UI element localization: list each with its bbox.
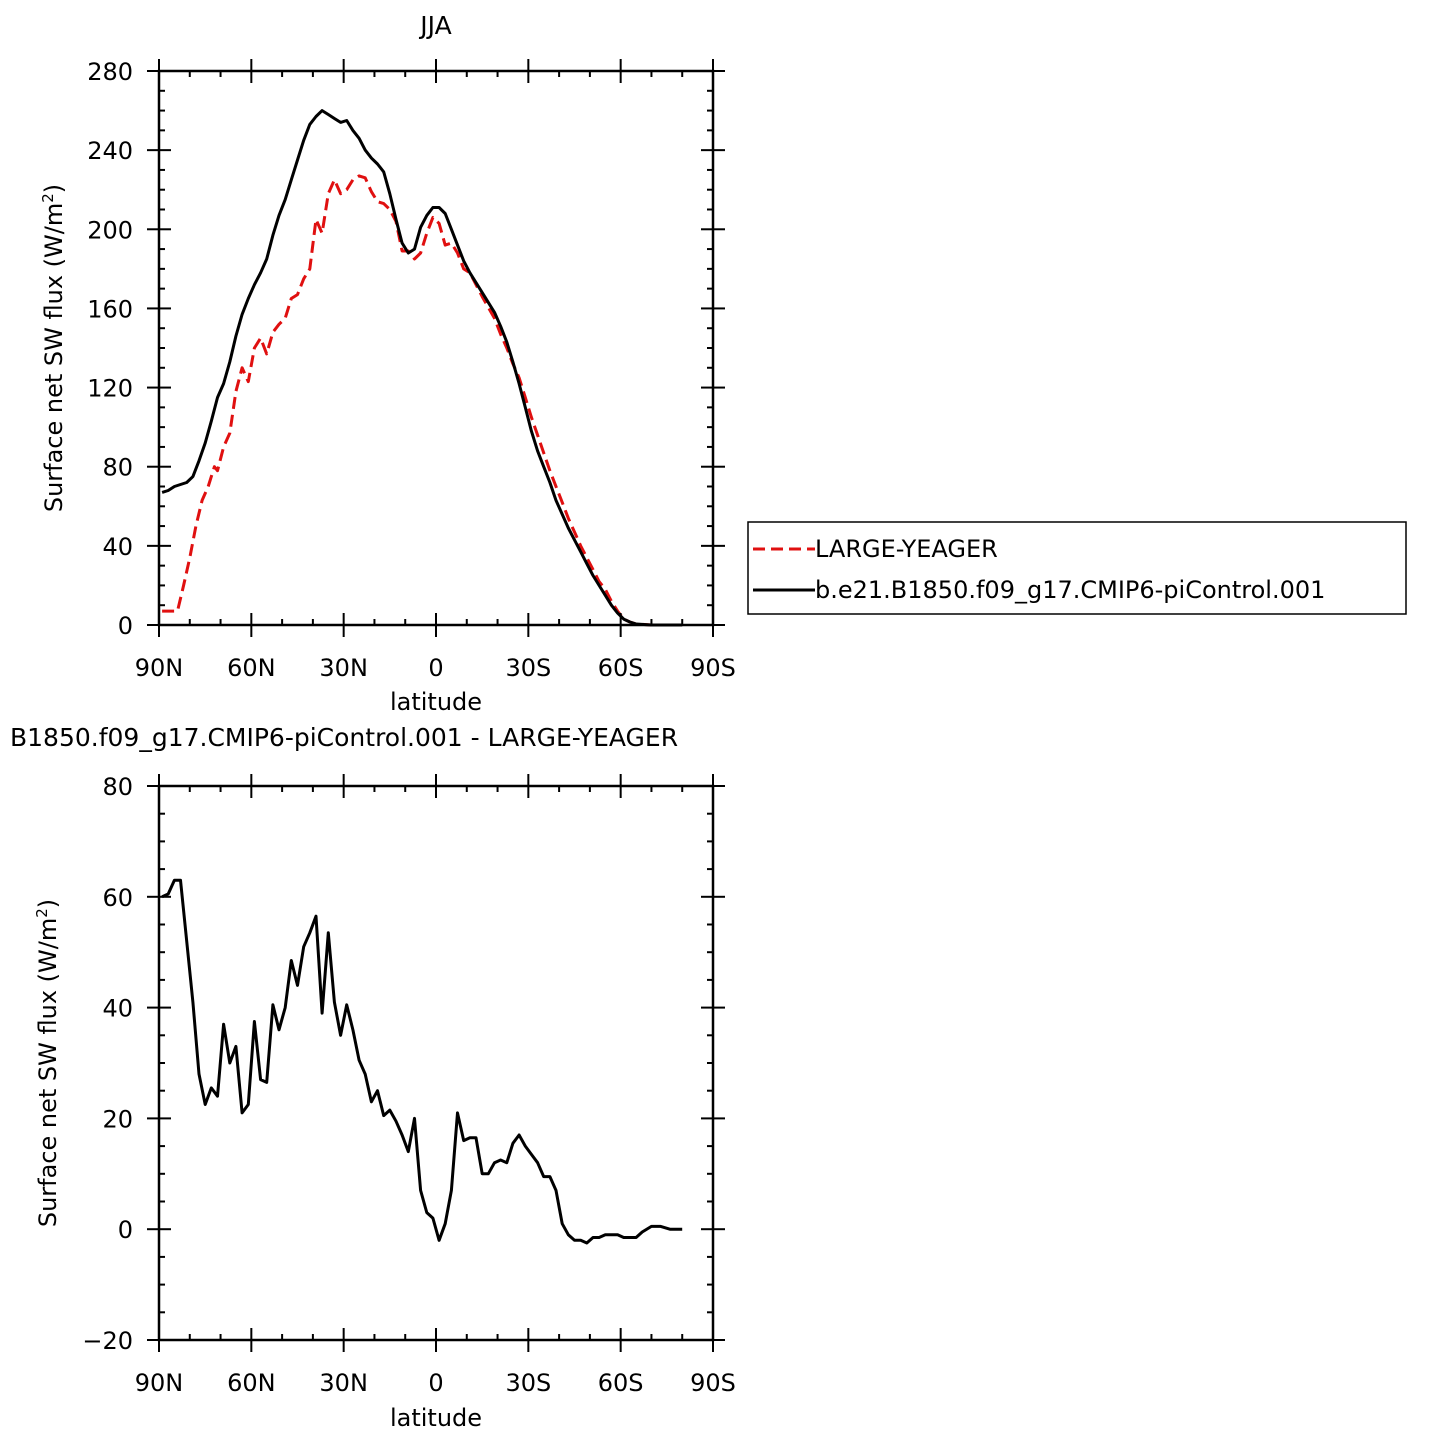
- top-y-axis-label: Surface net SW flux (W/m2): [39, 184, 68, 512]
- top-x-tick-label: 30S: [505, 654, 551, 682]
- top-x-axis-label: latitude: [390, 688, 482, 716]
- top-x-tick-label: 60N: [227, 654, 276, 682]
- bottom-plot-frame: [157, 784, 715, 1342]
- bottom-y-tick-label: 60: [102, 884, 133, 912]
- top-y-tick-label: 80: [102, 454, 133, 482]
- top-chart-title: JJA: [418, 11, 451, 40]
- bottom-x-tick-label: 60N: [227, 1369, 276, 1397]
- top-x-tick-label: 0: [428, 654, 443, 682]
- top-chart-axes: 90N 60N 30N 0 30S 60S 90S 0 40 80 120 160 200 240 280: [87, 58, 736, 682]
- top-y-tick-label: 280: [87, 58, 133, 86]
- bottom-chart-axes: 90N 60N 30N 0 30S 60S 90S −20 0 20 40 60 80: [82, 773, 736, 1397]
- bottom-y-tick-label: −20: [82, 1327, 133, 1355]
- bottom-y-axis-label-superscript: 2: [33, 908, 51, 918]
- bottom-y-tick-label: 40: [102, 995, 133, 1023]
- top-x-tick-label: 90S: [690, 654, 736, 682]
- bottom-x-axis-label: latitude: [390, 1404, 482, 1432]
- top-y-tick-label: 0: [118, 612, 133, 640]
- bottom-x-tick-label: 90N: [135, 1369, 184, 1397]
- bottom-series-line-0: [161, 878, 683, 1245]
- top-y-tick-label: 240: [87, 137, 133, 165]
- bottom-x-tick-label: 60S: [598, 1369, 644, 1397]
- bottom-y-axis-label-text: Surface net SW flux (W/m: [34, 918, 62, 1227]
- top-y-tick-label: 40: [102, 533, 133, 561]
- bottom-x-tick-label: 30S: [505, 1369, 551, 1397]
- top-chart-panel: JJA 90N 60N 30N 0 30S 60S 90S 0 40 80 120 160 200 240…: [39, 11, 736, 716]
- top-y-tick-label: 120: [87, 375, 133, 403]
- top-x-tick-label: 60S: [598, 654, 644, 682]
- bottom-chart-title: B1850.f09_g17.CMIP6-piControl.001 - LARG…: [10, 723, 678, 752]
- bottom-y-tick-label: 0: [118, 1216, 133, 1244]
- top-series-line-1: [161, 109, 683, 627]
- top-y-tick-label: 200: [87, 216, 133, 244]
- top-y-axis-label-text: Surface net SW flux (W/m: [40, 203, 68, 512]
- bottom-y-tick-label: 80: [102, 773, 133, 801]
- legend-label-large-yeager: LARGE-YEAGER: [815, 535, 998, 563]
- top-y-axis-label-close: ): [40, 184, 68, 193]
- top-chart-series-group: [161, 109, 683, 627]
- bottom-chart-series-group: [161, 878, 683, 1245]
- bottom-y-axis-label-close: ): [34, 899, 62, 908]
- bottom-x-tick-label: 0: [428, 1369, 443, 1397]
- top-x-tick-label: 30N: [319, 654, 368, 682]
- legend: LARGE-YEAGER b.e21.B1850.f09_g17.CMIP6-p…: [747, 521, 1407, 615]
- top-y-axis-label-superscript: 2: [39, 193, 57, 203]
- top-plot-frame: [157, 69, 715, 627]
- bottom-chart-panel: B1850.f09_g17.CMIP6-piControl.001 - LARG…: [10, 723, 736, 1432]
- top-x-tick-label: 90N: [135, 654, 184, 682]
- top-y-tick-label: 160: [87, 295, 133, 323]
- bottom-y-axis-label: Surface net SW flux (W/m2): [33, 899, 62, 1227]
- legend-label-picontrol: b.e21.B1850.f09_g17.CMIP6-piControl.001: [815, 576, 1325, 604]
- bottom-x-tick-label: 30N: [319, 1369, 368, 1397]
- bottom-y-tick-label: 20: [102, 1105, 133, 1133]
- bottom-x-tick-label: 90S: [690, 1369, 736, 1397]
- legend-box: [747, 521, 1407, 615]
- top-series-line-0: [162, 174, 683, 627]
